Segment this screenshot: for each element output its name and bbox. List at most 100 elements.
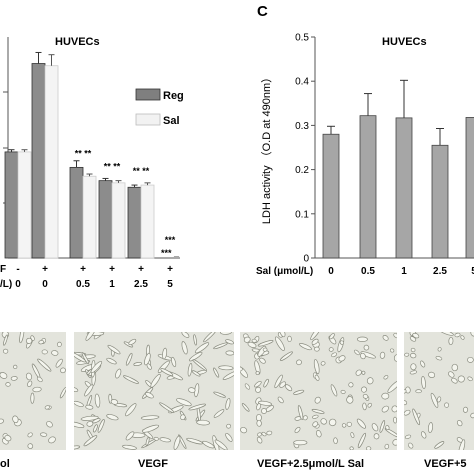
- micrograph-cell: [259, 357, 266, 364]
- micrograph-cell: [274, 374, 283, 389]
- micrograph-cell: [338, 355, 346, 362]
- micrograph-cell: [80, 415, 99, 421]
- micrograph-cell: [379, 420, 386, 433]
- micrograph-cell: [125, 352, 133, 366]
- micrograph-cell: [263, 378, 269, 388]
- micrograph-cell: [367, 402, 372, 408]
- micrograph-cell: [181, 332, 190, 338]
- micrograph-cell: [360, 351, 376, 359]
- micrograph-cell: [176, 398, 192, 407]
- chart-a-row2-label: /L): [0, 279, 12, 290]
- micrograph-cell: [434, 441, 445, 449]
- chart-a-row1-label-cell: +: [109, 264, 115, 275]
- micrograph-cell: [457, 375, 465, 383]
- micrograph-cell: [74, 421, 85, 428]
- micrograph-cell: [437, 347, 442, 352]
- micrograph-cell: [320, 418, 327, 425]
- chart-a-row2-label-cell: 5: [167, 279, 173, 290]
- micrograph-cell: [297, 405, 304, 421]
- micrograph-cell: [262, 347, 268, 352]
- chart-c-x-tick-label: 0.5: [361, 266, 375, 277]
- micrograph-cell: [122, 444, 137, 450]
- micrograph-cell: [145, 436, 150, 447]
- chart-c-bar: [359, 115, 377, 259]
- chart-c-y-tick-label: 0: [303, 254, 309, 265]
- micrograph-cell: [312, 421, 319, 428]
- micrograph-cell: [110, 399, 119, 405]
- panel-c-letter: C: [257, 3, 268, 20]
- micrograph-cell: [371, 423, 379, 432]
- chart-a-row2-label-cell: 0.5: [76, 279, 90, 290]
- chart-c-y-tick-label: 0.4: [295, 77, 309, 88]
- micrograph-cell: [328, 418, 337, 427]
- chart-a-row2-label-cell: 2.5: [134, 279, 148, 290]
- micrograph-cell: [85, 332, 96, 341]
- micrograph-cell: [421, 375, 426, 390]
- micrograph-cell: [41, 349, 48, 355]
- micrograph-cell: [213, 367, 220, 378]
- micrograph-cell: [408, 442, 414, 449]
- micrograph-cell: [5, 382, 11, 387]
- chart-c-x-tick-label: 5: [471, 266, 474, 277]
- micrograph-cell: [310, 332, 322, 341]
- chart-c-x-tick-label: 0: [328, 266, 334, 277]
- chart-a-bar-reg: [31, 63, 46, 259]
- micrograph-cell: [181, 341, 188, 355]
- micrograph-cell: [448, 336, 454, 346]
- micrograph-cell: [287, 335, 292, 343]
- micrograph-cell: [316, 430, 322, 438]
- micrograph-cell: [355, 369, 362, 376]
- caption-vegf-2-5-sal: VEGF+2.5μmol/L Sal: [257, 458, 365, 470]
- chart-a-significance: *** _: [161, 248, 180, 258]
- chart-c-bar: [431, 144, 449, 259]
- micrograph-cell: [454, 332, 461, 338]
- chart-a-row1-label-cell: +: [42, 264, 48, 275]
- chart-c-y-tick-label: 0.3: [295, 121, 309, 132]
- micrograph-cell: [311, 409, 325, 414]
- micrograph-cell: [46, 421, 53, 428]
- chart-a-bar-sal: [44, 65, 59, 259]
- micrograph-cell: [4, 434, 12, 442]
- chart-a-bar-sal: [82, 175, 97, 259]
- charts-figure: HUVECs Reg Sal F /L) - ** ** ** ** ** ** **…: [0, 3, 474, 290]
- micrograph-cell: [460, 335, 465, 340]
- micrograph-cell: [284, 384, 293, 392]
- micrograph-cell: [381, 405, 389, 413]
- micrograph-cell: [257, 340, 274, 347]
- micrograph-cell: [222, 370, 234, 380]
- micrograph-cell: [470, 412, 474, 419]
- chart-a-row1-label-cell: +: [138, 264, 144, 275]
- micrograph-cell: [404, 400, 408, 406]
- micrograph-cell: [225, 397, 231, 410]
- micrograph-vegf-5-sal: [404, 332, 474, 450]
- micrograph-cell: [361, 386, 367, 393]
- micrograph-cell: [404, 434, 412, 439]
- micrograph-cell: [251, 338, 257, 343]
- micrograph-cell: [241, 403, 250, 412]
- chart-a-bar-reg: [4, 151, 19, 259]
- micrograph-cell: [409, 370, 418, 375]
- chart-a-significance: ***: [165, 235, 176, 245]
- micrograph-cell: [140, 415, 160, 420]
- chart-c-bar: [395, 117, 413, 259]
- micrograph-cell: [438, 332, 454, 336]
- micrograph-cell: [196, 419, 210, 426]
- micrograph-cell: [462, 406, 469, 413]
- micrograph-cell: [188, 351, 203, 362]
- micrograph-cell: [329, 333, 335, 340]
- micrograph-cell: [125, 431, 135, 441]
- micrograph-cell: [387, 380, 397, 393]
- chart-c-title: HUVECs: [382, 36, 427, 48]
- micrograph-vegf: [74, 332, 234, 450]
- chart-a-bar-sal: [17, 151, 32, 259]
- micrograph-cell: [299, 343, 312, 351]
- micrograph-cell: [384, 428, 397, 438]
- micrograph-cell: [86, 421, 94, 427]
- chart-c-y-tick-label: 0.1: [295, 209, 309, 220]
- micrograph-cell: [123, 375, 139, 384]
- chart-a-row1-label-cell: +: [167, 264, 173, 275]
- chart-a-row2-label-cell: 1: [109, 279, 115, 290]
- micrograph-cell: [448, 371, 455, 378]
- micrograph-cell: [36, 376, 43, 383]
- micrograph-cell: [393, 354, 397, 362]
